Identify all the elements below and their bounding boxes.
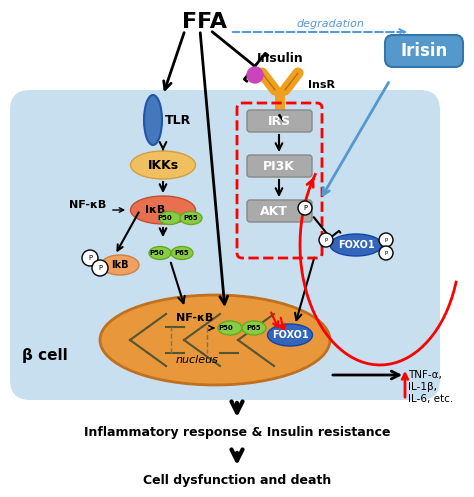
Ellipse shape: [130, 196, 195, 224]
FancyBboxPatch shape: [385, 35, 463, 67]
Text: P: P: [98, 265, 102, 271]
Ellipse shape: [159, 212, 181, 225]
Text: IL-1β,: IL-1β,: [408, 382, 437, 392]
Circle shape: [379, 233, 393, 247]
Text: Irisin: Irisin: [401, 42, 447, 60]
Text: P: P: [384, 238, 388, 243]
Ellipse shape: [180, 212, 202, 225]
Text: IRS: IRS: [267, 114, 291, 128]
Text: IKKs: IKKs: [147, 159, 179, 171]
Text: P: P: [88, 255, 92, 261]
Ellipse shape: [144, 95, 162, 145]
Ellipse shape: [149, 247, 171, 259]
Ellipse shape: [218, 321, 242, 335]
Text: P65: P65: [184, 215, 198, 221]
Text: InsR: InsR: [308, 80, 335, 90]
Text: P: P: [303, 205, 307, 211]
FancyBboxPatch shape: [247, 200, 312, 222]
Ellipse shape: [130, 151, 195, 179]
Circle shape: [247, 67, 263, 83]
Ellipse shape: [330, 234, 382, 256]
Text: Cell dysfunction and death: Cell dysfunction and death: [143, 474, 331, 487]
FancyBboxPatch shape: [247, 110, 312, 132]
Circle shape: [319, 233, 333, 247]
Text: P50: P50: [150, 250, 164, 256]
Text: FOXO1: FOXO1: [272, 330, 308, 340]
Text: Inflammatory response & Insulin resistance: Inflammatory response & Insulin resistan…: [84, 425, 390, 438]
Circle shape: [92, 260, 108, 276]
Text: degradation: degradation: [296, 19, 364, 29]
Ellipse shape: [101, 255, 139, 275]
Text: P50: P50: [219, 325, 233, 331]
Text: P65: P65: [175, 250, 189, 256]
Text: PI3K: PI3K: [263, 160, 295, 172]
Text: P65: P65: [246, 325, 261, 331]
FancyBboxPatch shape: [247, 155, 312, 177]
Circle shape: [379, 246, 393, 260]
Text: nucleus: nucleus: [175, 355, 219, 365]
Bar: [275, 90, 285, 120]
Ellipse shape: [267, 324, 312, 346]
Ellipse shape: [100, 295, 330, 385]
Circle shape: [82, 250, 98, 266]
Text: NF-κB: NF-κB: [69, 200, 107, 210]
Text: FFA: FFA: [182, 12, 228, 32]
Text: P: P: [384, 250, 388, 255]
Text: AKT: AKT: [260, 204, 288, 218]
Ellipse shape: [242, 321, 266, 335]
Text: FOXO1: FOXO1: [337, 240, 374, 250]
Text: TLR: TLR: [165, 113, 191, 127]
Text: IκB: IκB: [145, 205, 165, 215]
Text: P50: P50: [158, 215, 173, 221]
Circle shape: [298, 201, 312, 215]
Text: NF-κB: NF-κB: [176, 313, 214, 323]
Text: IkB: IkB: [111, 260, 129, 270]
FancyBboxPatch shape: [10, 90, 440, 400]
Text: TNF-α,: TNF-α,: [408, 370, 442, 380]
Text: β cell: β cell: [22, 347, 68, 362]
Text: P: P: [324, 238, 328, 243]
Ellipse shape: [171, 247, 193, 259]
Text: Insulin: Insulin: [256, 52, 303, 65]
Text: IL-6, etc.: IL-6, etc.: [408, 394, 453, 404]
